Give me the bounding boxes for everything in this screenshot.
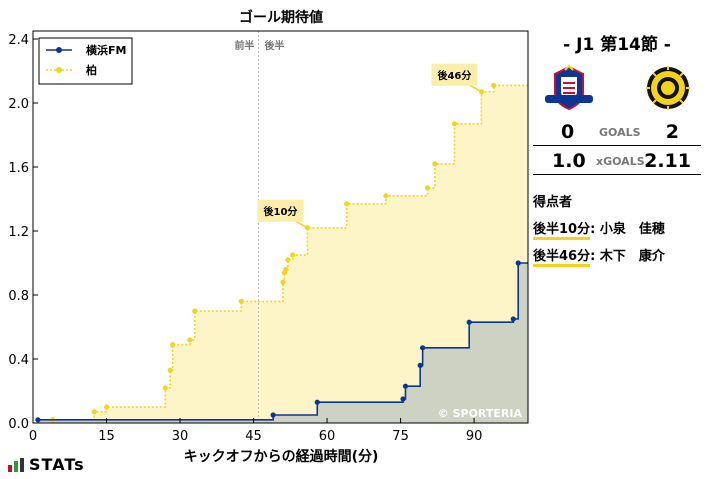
x-tick-label: 75	[392, 429, 409, 444]
scorer-item: 後半46分: 木下 康介	[533, 245, 701, 267]
x-tick-label: 15	[98, 429, 115, 444]
data-point	[270, 412, 276, 418]
away-goals: 2	[665, 121, 679, 143]
kashiwa-reysol-crest-icon	[646, 66, 690, 110]
data-point	[167, 367, 173, 373]
scorer-name: : 木下 康介	[590, 249, 665, 264]
data-point	[515, 260, 521, 266]
y-tick-label: 0.4	[8, 353, 29, 368]
x-axis-label: キックオフからの経過時間(分)	[184, 448, 379, 465]
data-point	[285, 257, 291, 263]
data-point	[420, 345, 426, 351]
first-half-label: 前半	[234, 39, 254, 52]
stats-logo-icon	[8, 457, 24, 472]
data-point	[280, 279, 286, 285]
home-xg: 1.0	[552, 150, 586, 172]
legend-marker	[56, 47, 62, 53]
data-point	[402, 383, 409, 389]
x-tick-label: 90	[466, 429, 483, 444]
team-logos	[543, 65, 691, 111]
x-tick-label: 60	[319, 429, 336, 444]
data-point	[187, 337, 193, 343]
series-area-1	[52, 85, 528, 424]
data-point	[238, 298, 244, 304]
match-summary-panel: - J1 第14節 - 0 GOALS 2 1.0 xGOA	[533, 26, 701, 267]
y-tick-label: 0.0	[8, 417, 29, 432]
y-tick-label: 2.0	[8, 97, 29, 112]
data-point	[35, 417, 41, 423]
data-point	[466, 319, 472, 325]
stats-brand: STATs	[8, 455, 85, 474]
y-tick-label: 0.8	[8, 289, 29, 304]
scorer-time: 後半46分	[533, 249, 591, 267]
xg-row: 1.0 xGOALS 2.11	[533, 146, 701, 175]
x-tick-label: 30	[172, 429, 189, 444]
y-axis: 0.0 0.4 0.8 1.2 1.6 2.0 2.4	[8, 33, 38, 432]
data-point	[344, 201, 350, 207]
legend-label: 柏	[86, 63, 97, 77]
scorer-time: 後半10分	[533, 222, 591, 240]
series-area-0	[37, 263, 528, 423]
y-tick-label: 2.4	[8, 33, 29, 48]
annotation-label: 後46分	[437, 69, 471, 82]
legend-box	[38, 37, 133, 85]
goals-label: GOALS	[599, 126, 641, 139]
goals-row: 0 GOALS 2	[533, 119, 701, 146]
brand-name: STATs	[29, 455, 85, 474]
home-goals: 0	[561, 121, 575, 143]
data-point	[424, 185, 431, 191]
data-point	[314, 399, 320, 405]
data-point	[103, 404, 110, 410]
legend: 横浜FM 柏	[38, 37, 133, 85]
data-point	[400, 396, 406, 402]
x-tick-label: 45	[245, 429, 262, 444]
away-xg: 2.11	[644, 150, 691, 172]
data-point	[383, 193, 389, 199]
credit-label: © SPORTERIA	[438, 407, 523, 420]
legend-marker	[56, 67, 62, 73]
data-point	[91, 409, 97, 415]
scorer-name: : 小泉 佳穂	[590, 222, 665, 237]
data-point	[417, 362, 423, 368]
yokohama-fm-crest-icon	[545, 65, 593, 111]
data-point	[170, 342, 176, 348]
x-axis: 0 15 30 45 60 75 90	[29, 418, 483, 444]
scorers-title: 得点者	[533, 195, 573, 210]
y-tick-label: 1.6	[8, 161, 29, 176]
data-point	[283, 266, 289, 272]
data-point	[451, 121, 458, 127]
x-tick-label: 0	[29, 429, 37, 444]
legend-label: 横浜FM	[86, 43, 126, 57]
scorer-item: 後半10分: 小泉 佳穂	[533, 218, 701, 240]
second-half-label: 後半	[264, 39, 284, 52]
annotation-label: 後10分	[263, 205, 297, 218]
annotation-box	[431, 63, 478, 86]
match-title: - J1 第14節 -	[563, 35, 671, 55]
annotation-box	[257, 199, 304, 222]
data-point	[162, 385, 168, 391]
chart-title: ゴール期待値	[239, 9, 323, 26]
plot-frame	[32, 30, 529, 424]
data-point	[510, 316, 516, 322]
data-point	[491, 82, 497, 88]
xg-label: xGOALS	[596, 155, 645, 168]
data-point	[290, 252, 296, 258]
data-point	[192, 308, 198, 314]
series-line-1	[52, 84, 528, 421]
data-point	[432, 161, 438, 167]
y-tick-label: 1.2	[8, 225, 29, 240]
